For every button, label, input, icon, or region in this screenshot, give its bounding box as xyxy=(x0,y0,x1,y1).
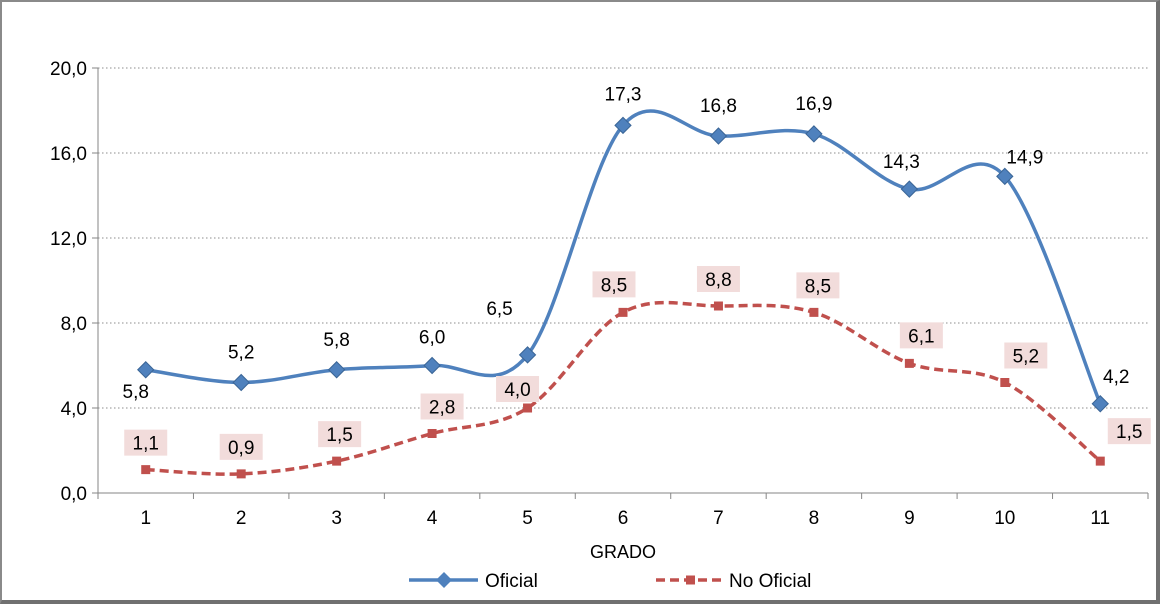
gridlines xyxy=(98,67,1148,409)
marker-no-oficial xyxy=(523,403,533,413)
legend-label-oficial: Oficial xyxy=(485,571,538,592)
marker-no-oficial xyxy=(713,301,723,311)
y-tick-labels: 0,0 4,0 8,0 12,0 16,0 20,0 xyxy=(50,59,87,505)
marker-oficial xyxy=(996,167,1014,186)
data-label-no-oficial: 5,2 xyxy=(1013,347,1039,368)
data-label-bg xyxy=(219,433,263,460)
series-layer xyxy=(137,109,1109,479)
x-tick-label: 7 xyxy=(713,508,724,529)
data-label-oficial: 16,9 xyxy=(795,94,832,115)
marker-oficial xyxy=(614,116,632,135)
data-label-bg xyxy=(696,266,740,292)
data-label-oficial: 5,8 xyxy=(123,382,149,403)
y-tick-label: 0,0 xyxy=(61,484,87,505)
marker-no-oficial xyxy=(332,456,342,466)
series-line-oficial xyxy=(145,109,1102,405)
data-label-oficial: 16,8 xyxy=(700,96,737,117)
data-label-bg xyxy=(1107,418,1151,445)
y-tick-label: 4,0 xyxy=(61,399,87,420)
marker-oficial xyxy=(137,361,155,379)
legend: Oficial No Oficial xyxy=(409,571,811,592)
data-label-bg xyxy=(124,429,168,456)
data-label-bg xyxy=(420,393,464,420)
data-label-no-oficial: 1,5 xyxy=(1116,422,1142,443)
x-tick-label: 2 xyxy=(236,508,247,529)
x-tick-label: 6 xyxy=(618,508,629,529)
data-label-no-oficial: 8,5 xyxy=(601,275,627,296)
data-label-bg xyxy=(1004,342,1048,369)
marker-oficial xyxy=(900,180,919,198)
data-label-oficial: 14,3 xyxy=(883,152,920,173)
marker-no-oficial xyxy=(1095,456,1105,466)
data-label-oficial: 5,8 xyxy=(323,330,349,351)
data-label-no-oficial: 2,8 xyxy=(429,398,455,419)
x-tick-labels: 1 2 3 4 5 6 7 8 9 10 11 xyxy=(140,508,1110,529)
data-label-no-oficial: 1,1 xyxy=(133,434,159,455)
marker-no-oficial xyxy=(904,358,914,368)
marker-oficial xyxy=(232,373,250,392)
data-label-no-oficial: 0,9 xyxy=(228,438,254,459)
marker-oficial xyxy=(423,356,441,375)
marker-oficial xyxy=(518,346,537,364)
x-tick-label: 1 xyxy=(140,508,151,529)
data-label-oficial: 5,2 xyxy=(228,343,254,364)
data-label-no-oficial: 4,0 xyxy=(504,380,530,401)
data-label-no-oficial: 6,1 xyxy=(908,326,934,347)
marker-no-oficial xyxy=(809,307,819,317)
y-tick-label: 20,0 xyxy=(50,59,87,80)
x-tick-label: 4 xyxy=(427,508,438,529)
marker-oficial xyxy=(709,127,728,145)
y-tick-label: 12,0 xyxy=(50,229,87,250)
data-label-oficial: 6,5 xyxy=(486,299,512,320)
marker-oficial xyxy=(805,125,823,143)
x-axis-title: GRADO xyxy=(590,542,656,562)
data-label-bg xyxy=(796,272,840,299)
x-tick-label: 10 xyxy=(994,508,1015,529)
x-tick-label: 8 xyxy=(809,508,820,529)
data-labels: 5,8 5,2 5,8 6,0 6,5 17,3 16,8 16,9 14,3 14,9 4,2 1,… xyxy=(123,84,1151,460)
data-label-oficial: 4,2 xyxy=(1103,367,1129,388)
marker-no-oficial xyxy=(618,307,628,317)
data-label-no-oficial: 8,5 xyxy=(805,276,831,297)
marker-no-oficial xyxy=(1000,378,1010,387)
data-label-no-oficial: 8,8 xyxy=(705,270,731,291)
data-label-oficial: 6,0 xyxy=(419,328,445,349)
y-tick-label: 16,0 xyxy=(50,144,87,165)
data-label-no-oficial: 1,5 xyxy=(326,425,352,446)
y-tick-label: 8,0 xyxy=(61,314,87,335)
data-label-oficial: 17,3 xyxy=(605,84,642,105)
x-tick-label: 11 xyxy=(1090,508,1110,529)
series-line-no-oficial xyxy=(145,300,1102,476)
marker-oficial xyxy=(1091,395,1109,413)
legend-marker-oficial xyxy=(436,572,452,588)
x-tick-label: 3 xyxy=(331,508,342,529)
data-label-bg xyxy=(899,322,943,349)
marker-no-oficial xyxy=(236,469,246,479)
marker-no-oficial xyxy=(141,465,151,475)
legend-label-no-oficial: No Oficial xyxy=(729,571,811,592)
marker-no-oficial xyxy=(427,429,437,438)
legend-marker-no-oficial xyxy=(686,575,695,585)
data-label-bg xyxy=(496,376,540,402)
axes xyxy=(92,67,1149,499)
data-label-oficial: 14,9 xyxy=(1006,147,1043,168)
x-tick-label: 9 xyxy=(904,508,915,529)
x-tick-label: 5 xyxy=(522,508,533,529)
marker-oficial xyxy=(327,361,346,379)
data-label-bg xyxy=(592,271,636,298)
data-label-bg xyxy=(318,421,362,448)
